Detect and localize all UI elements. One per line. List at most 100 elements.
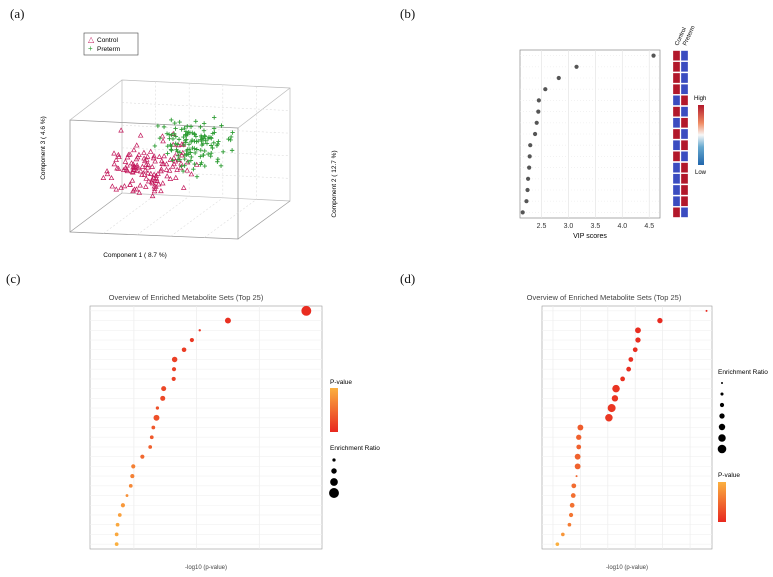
preterm-point xyxy=(176,137,182,142)
preterm-point xyxy=(215,156,221,162)
control-point xyxy=(161,153,167,159)
control-point xyxy=(127,181,133,187)
chart-b-heat-cell xyxy=(672,72,681,84)
preterm-point xyxy=(206,151,211,157)
preterm-point xyxy=(211,126,217,131)
control-point xyxy=(121,183,128,189)
chart-b-colorbar-high: High xyxy=(694,96,706,102)
preterm-point xyxy=(177,157,183,162)
chart-d-enrichment-point xyxy=(626,366,632,372)
chart-c-enrichment-point xyxy=(171,367,177,372)
preterm-point xyxy=(201,128,207,133)
chart-b-heat-cell xyxy=(672,196,681,207)
preterm-point xyxy=(194,139,199,144)
chart-d-enrichment-point xyxy=(570,493,576,498)
chart-d-legend-size-dot xyxy=(720,392,724,396)
preterm-point xyxy=(168,147,174,152)
control-point xyxy=(169,163,176,169)
chart-a-legend-box xyxy=(83,32,139,56)
panel-label-a: (a) xyxy=(10,6,25,21)
preterm-point xyxy=(198,162,203,167)
chart-c-xlabel: -log10 (p-value) xyxy=(185,565,227,571)
chart-c-enrichment-point xyxy=(117,513,122,517)
control-point xyxy=(149,180,156,186)
control-point xyxy=(180,184,187,190)
chart-b-vip-point xyxy=(534,120,539,125)
chart-b-heat-cell xyxy=(672,61,681,72)
control-point xyxy=(137,132,144,138)
chart-b-heat-cell xyxy=(672,184,681,196)
control-point xyxy=(133,167,140,173)
preterm-point xyxy=(185,124,190,129)
control-point xyxy=(160,138,166,144)
preterm-point xyxy=(175,142,180,147)
preterm-point xyxy=(183,132,188,137)
control-point xyxy=(171,161,177,167)
chart-b-vip-point xyxy=(556,75,561,81)
preterm-point xyxy=(169,148,174,153)
chart-c-enrichment-point xyxy=(114,542,119,546)
chart-b-vip-scores: 2.5 3.0 3.5 4.0 4.5 Control Preterm High Low… xyxy=(519,25,707,240)
chart-d-enrichment-point xyxy=(632,347,638,353)
preterm-point xyxy=(215,159,220,164)
chart-c-enrichment-point xyxy=(128,483,133,488)
chart-b-colorbar-low: Low xyxy=(695,170,707,176)
chart-d-legend-size-dot xyxy=(717,444,727,454)
chart-b-heat-cell xyxy=(672,173,681,184)
preterm-point xyxy=(191,167,196,172)
preterm-point xyxy=(173,141,178,146)
preterm-point xyxy=(152,143,158,149)
chart-b-heat-cell xyxy=(680,95,689,106)
preterm-point xyxy=(161,124,167,130)
chart-d-legend-size-dot xyxy=(719,402,725,408)
chart-b-heat-cell xyxy=(680,184,689,196)
chart-b-vip-point xyxy=(532,131,538,137)
preterm-point xyxy=(208,154,213,159)
control-point xyxy=(155,170,161,176)
chart-a-3d-scatter: △ Control + Preterm Component 1 ( 8.7 %)… xyxy=(40,32,338,259)
chart-b-vip-point xyxy=(527,154,532,159)
chart-b-xtick: 3.0 xyxy=(564,223,574,230)
preterm-point xyxy=(210,131,216,136)
chart-d-enrichment-point xyxy=(568,512,574,518)
preterm-point xyxy=(220,149,226,155)
preterm-point xyxy=(169,117,174,123)
control-point xyxy=(131,186,138,192)
chart-b-vip-point xyxy=(574,64,579,69)
control-point xyxy=(136,189,143,195)
control-point xyxy=(163,161,170,167)
preterm-point xyxy=(198,124,203,130)
control-point xyxy=(149,193,156,199)
control-point xyxy=(141,149,147,155)
chart-d-enrichment-point xyxy=(607,404,616,413)
chart-c-enrichment-point xyxy=(115,522,120,527)
chart-a-xlabel: Component 1 ( 8.7 %) xyxy=(103,252,167,259)
control-point xyxy=(188,171,195,177)
control-point xyxy=(145,170,151,176)
control-point xyxy=(150,174,157,181)
control-point xyxy=(139,171,145,177)
chart-c-legend-p-bar xyxy=(330,388,338,432)
chart-d-title: Overview of Enriched Metabolite Sets (To… xyxy=(527,293,682,302)
chart-b-heat-cell xyxy=(672,117,681,128)
chart-d-enrichment-point xyxy=(577,424,584,431)
chart-b-vip-point xyxy=(524,199,529,204)
control-point xyxy=(151,183,158,189)
control-point xyxy=(171,155,177,161)
control-point xyxy=(122,158,129,164)
preterm-point xyxy=(226,136,231,142)
chart-d-enrichment-point xyxy=(620,376,625,382)
chart-b-vip-point xyxy=(525,176,531,181)
control-point xyxy=(158,188,164,194)
chart-c-enrichment-point xyxy=(131,464,136,469)
control-point xyxy=(172,158,179,164)
control-point xyxy=(124,168,131,174)
chart-c-enrichment-point xyxy=(171,356,178,363)
chart-c-legend-size-dot xyxy=(331,468,337,474)
chart-d-enrichment-point xyxy=(612,384,620,393)
preterm-point xyxy=(194,174,200,179)
preterm-point xyxy=(189,137,195,143)
control-point xyxy=(136,151,142,157)
preterm-point xyxy=(173,134,179,139)
chart-a-grid xyxy=(103,81,291,238)
